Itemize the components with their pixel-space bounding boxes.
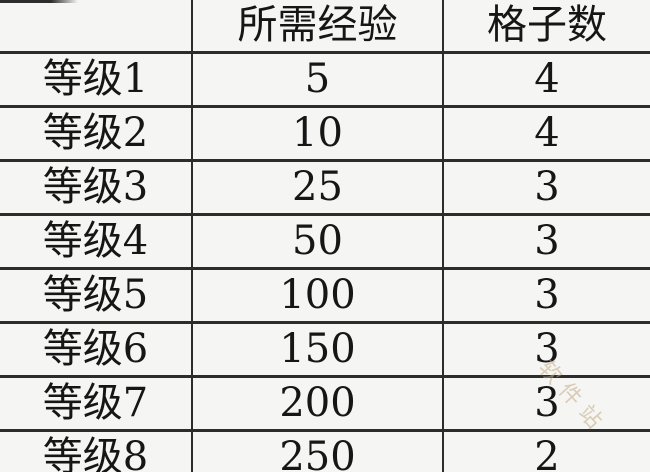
cell-level: 等级4 <box>0 212 193 270</box>
cell-slots: 3 <box>442 374 650 432</box>
cell-slots: 4 <box>442 50 650 108</box>
cell-slots: 2 <box>442 428 650 472</box>
table-row: 等级4 50 3 <box>0 212 650 270</box>
cell-exp: 10 <box>191 104 444 162</box>
cell-slots: 3 <box>442 266 650 324</box>
cell-exp: 250 <box>191 428 444 472</box>
table-row: 等级1 5 4 <box>0 50 650 108</box>
table-row: 等级5 100 3 <box>0 266 650 324</box>
col-header-exp: 所需经验 <box>191 0 444 54</box>
cell-exp: 200 <box>191 374 444 432</box>
cell-exp: 100 <box>191 266 444 324</box>
cell-exp: 150 <box>191 320 444 378</box>
col-header-slots: 格子数 <box>442 0 650 54</box>
cell-level: 等级1 <box>0 50 193 108</box>
table-row: 等级3 25 3 <box>0 158 650 216</box>
table-header-row: 所需经验 格子数 <box>0 0 650 54</box>
cell-slots: 3 <box>442 212 650 270</box>
cell-exp: 25 <box>191 158 444 216</box>
cell-level: 等级7 <box>0 374 193 432</box>
cell-slots: 3 <box>442 158 650 216</box>
cell-exp: 50 <box>191 212 444 270</box>
cell-level: 等级8 <box>0 428 193 472</box>
table-row: 等级7 200 3 <box>0 374 650 432</box>
cell-exp: 5 <box>191 50 444 108</box>
cell-slots: 4 <box>442 104 650 162</box>
cell-slots: 3 <box>442 320 650 378</box>
table-row: 等级8 250 2 <box>0 428 650 472</box>
cell-level: 等级3 <box>0 158 193 216</box>
cell-level: 等级6 <box>0 320 193 378</box>
table-row: 等级6 150 3 <box>0 320 650 378</box>
table-row: 等级2 10 4 <box>0 104 650 162</box>
cell-level: 等级5 <box>0 266 193 324</box>
col-header-level <box>0 0 193 54</box>
cell-level: 等级2 <box>0 104 193 162</box>
